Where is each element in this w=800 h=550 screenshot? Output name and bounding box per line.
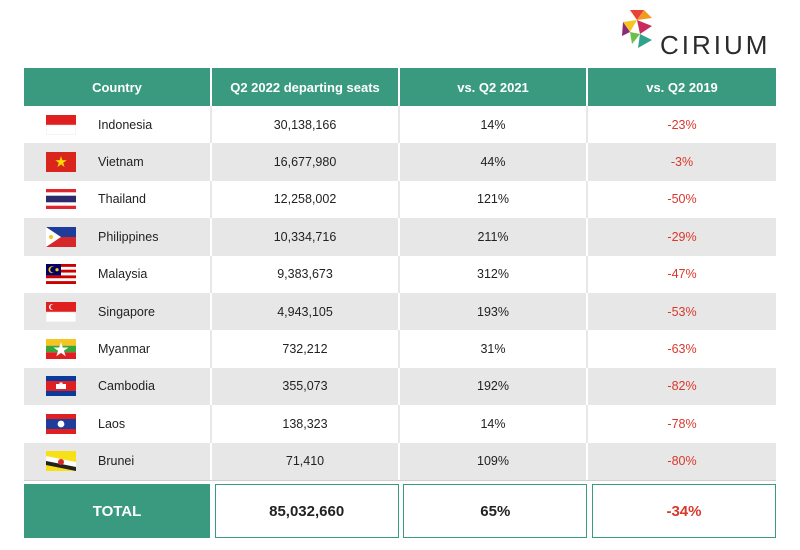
header-country: Country <box>24 68 212 106</box>
table-row: Vietnam 16,677,980 44% -3% <box>24 143 776 181</box>
header-vs-2019: vs. Q2 2019 <box>646 79 718 95</box>
country-cell: Indonesia <box>24 106 212 144</box>
vietnam-flag-icon <box>46 152 76 173</box>
country-name: Laos <box>98 416 126 431</box>
vs-2021-cell: 193% <box>400 292 588 331</box>
vs-2019-cell: -53% <box>667 304 697 319</box>
total-row: TOTAL 85,032,660 65% -34% <box>24 484 776 538</box>
country-cell: Cambodia <box>24 367 212 406</box>
country-cell: Thailand <box>24 180 212 219</box>
vs-2021-cell: 44% <box>400 143 588 181</box>
country-name: Indonesia <box>98 117 153 132</box>
cambodia-flag-icon <box>46 376 76 397</box>
seats-cell: 71,410 <box>212 442 400 480</box>
table-body: Indonesia 30,138,166 14% -23% Vietnam 16,677,… <box>24 106 776 481</box>
vs-2019-cell: -23% <box>667 117 697 132</box>
vs-2021-cell: 121% <box>400 180 588 219</box>
total-label: TOTAL <box>24 484 210 538</box>
seats-cell: 355,073 <box>212 367 400 406</box>
vs-2019-cell: -29% <box>667 229 697 244</box>
table-row: Cambodia 355,073 192% -82% <box>24 367 776 406</box>
vs-2021-cell: 14% <box>400 405 588 443</box>
philippines-flag-icon <box>46 226 76 247</box>
cirium-logo-icon <box>622 10 652 48</box>
vs-2021-cell: 312% <box>400 255 588 293</box>
country-name: Myanmar <box>98 342 151 357</box>
vs-2019-cell: -47% <box>667 267 697 282</box>
seats-table: Country Q2 2022 departing seats vs. Q2 2… <box>24 68 776 481</box>
country-cell: Laos <box>24 405 212 443</box>
country-name: Thailand <box>98 192 146 207</box>
table-header: Country Q2 2022 departing seats vs. Q2 2… <box>24 68 776 106</box>
seats-cell: 30,138,166 <box>212 106 400 144</box>
vs-2021-cell: 31% <box>400 330 588 368</box>
country-cell: Philippines <box>24 218 212 256</box>
seats-cell: 732,212 <box>212 330 400 368</box>
table-row: Malaysia 9,383,673 312% -47% <box>24 255 776 293</box>
vs-2021-cell: 109% <box>400 442 588 480</box>
brand-name: CIRIUM <box>660 30 771 60</box>
seats-cell: 4,943,105 <box>212 292 400 331</box>
seats-cell: 12,258,002 <box>212 180 400 219</box>
cirium-logo: CIRIUM <box>618 8 788 60</box>
singapore-flag-icon <box>46 301 76 322</box>
country-name: Vietnam <box>98 155 144 170</box>
country-name: Cambodia <box>98 379 155 394</box>
vs-2019-cell: -3% <box>670 155 694 170</box>
country-name: Malaysia <box>98 267 148 282</box>
header-seats: Q2 2022 departing seats <box>212 68 400 106</box>
country-cell: Singapore <box>24 292 212 331</box>
country-cell: Myanmar <box>24 330 212 368</box>
country-name: Philippines <box>98 229 159 244</box>
vs-2019-cell: -82% <box>667 379 697 394</box>
country-cell: Vietnam <box>24 143 212 181</box>
country-cell: Brunei <box>24 442 212 480</box>
brunei-flag-icon <box>46 451 76 472</box>
total-vs-2021: 65% <box>403 484 588 538</box>
total-seats: 85,032,660 <box>214 484 399 538</box>
table-row: Thailand 12,258,002 121% -50% <box>24 180 776 219</box>
country-name: Brunei <box>98 454 135 469</box>
myanmar-flag-icon <box>46 339 76 360</box>
indonesia-flag-icon <box>46 114 76 135</box>
seats-cell: 10,334,716 <box>212 218 400 256</box>
vs-2019-cell: -80% <box>667 454 697 469</box>
country-cell: Malaysia <box>24 255 212 293</box>
table-row: Brunei 71,410 109% -80% <box>24 442 776 480</box>
table-row: Indonesia 30,138,166 14% -23% <box>24 106 776 144</box>
vs-2019-cell: -78% <box>667 416 697 431</box>
table-row: Singapore 4,943,105 193% -53% <box>24 292 776 331</box>
vs-2021-cell: 14% <box>400 106 588 144</box>
malaysia-flag-icon <box>46 264 76 285</box>
seats-cell: 16,677,980 <box>212 143 400 181</box>
vs-2021-cell: 192% <box>400 367 588 406</box>
vs-2021-cell: 211% <box>400 218 588 256</box>
header-vs-2021: vs. Q2 2021 <box>400 68 588 106</box>
seats-cell: 9,383,673 <box>212 255 400 293</box>
country-name: Singapore <box>98 304 155 319</box>
table-row: Philippines 10,334,716 211% -29% <box>24 218 776 256</box>
vs-2019-cell: -50% <box>667 192 697 207</box>
table-row: Myanmar 732,212 31% -63% <box>24 330 776 368</box>
laos-flag-icon <box>46 413 76 434</box>
vs-2019-cell: -63% <box>667 342 697 357</box>
table-row: Laos 138,323 14% -78% <box>24 405 776 443</box>
total-vs-2019: -34% <box>591 484 776 538</box>
thailand-flag-icon <box>46 189 76 210</box>
seats-cell: 138,323 <box>212 405 400 443</box>
